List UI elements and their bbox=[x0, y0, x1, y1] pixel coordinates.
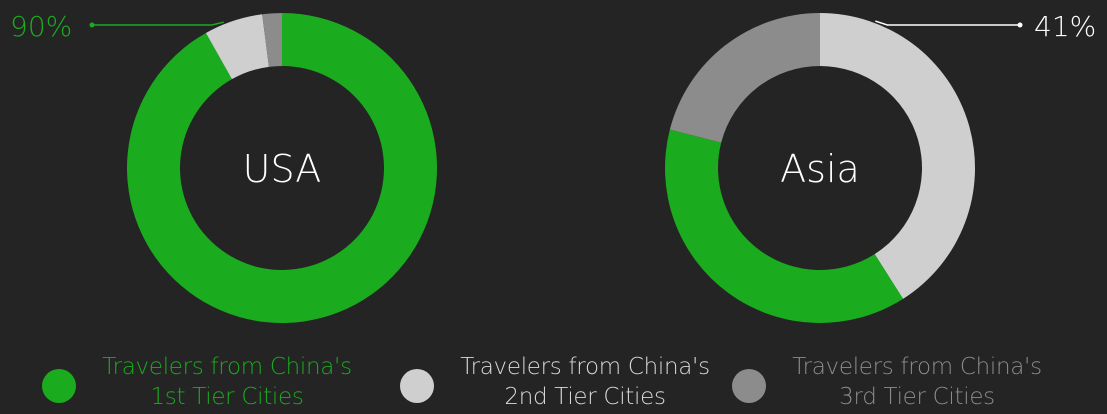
usa-annotation-dot bbox=[89, 22, 95, 28]
usa-donut-chart: USA 90% bbox=[10, 10, 437, 323]
legend-swatch-tier1 bbox=[42, 369, 76, 403]
legend-swatch-tier3 bbox=[732, 369, 766, 403]
asia-donut-chart: Asia 41% bbox=[665, 10, 1096, 323]
asia-center-label: Asia bbox=[780, 147, 860, 191]
usa-slice-tier1 bbox=[126, 13, 437, 323]
asia-slice-tier2 bbox=[820, 13, 976, 299]
legend-label-tier1-line1: Travelers from China's bbox=[102, 354, 352, 380]
legend-label-tier2: Travelers from China's 2nd Tier Cities bbox=[450, 352, 720, 412]
usa-slice-tier2 bbox=[205, 14, 269, 80]
asia-annotation-value: 41% bbox=[1034, 10, 1096, 43]
legend-label-tier3-line2: 3rd Tier Cities bbox=[839, 384, 995, 410]
asia-annotation-dot bbox=[1017, 22, 1023, 28]
asia-slice-tier1 bbox=[665, 129, 904, 323]
legend-label-tier1-line2: 1st Tier Cities bbox=[150, 384, 304, 410]
usa-slice-tier3 bbox=[262, 13, 282, 67]
usa-annotation-leader bbox=[92, 21, 224, 26]
legend-label-tier3: Travelers from China's 3rd Tier Cities bbox=[782, 352, 1052, 412]
asia-annotation-leader bbox=[875, 20, 1020, 26]
usa-center-label: USA bbox=[243, 147, 322, 191]
legend-label-tier2-line2: 2nd Tier Cities bbox=[504, 384, 666, 410]
asia-slice-tier3 bbox=[669, 12, 820, 143]
legend-label-tier3-line1: Travelers from China's bbox=[792, 354, 1042, 380]
legend-swatch-tier2 bbox=[400, 369, 434, 403]
legend-label-tier1: Travelers from China's 1st Tier Cities bbox=[92, 352, 362, 412]
legend-label-tier2-line1: Travelers from China's bbox=[460, 354, 710, 380]
usa-annotation-value: 90% bbox=[10, 10, 72, 43]
